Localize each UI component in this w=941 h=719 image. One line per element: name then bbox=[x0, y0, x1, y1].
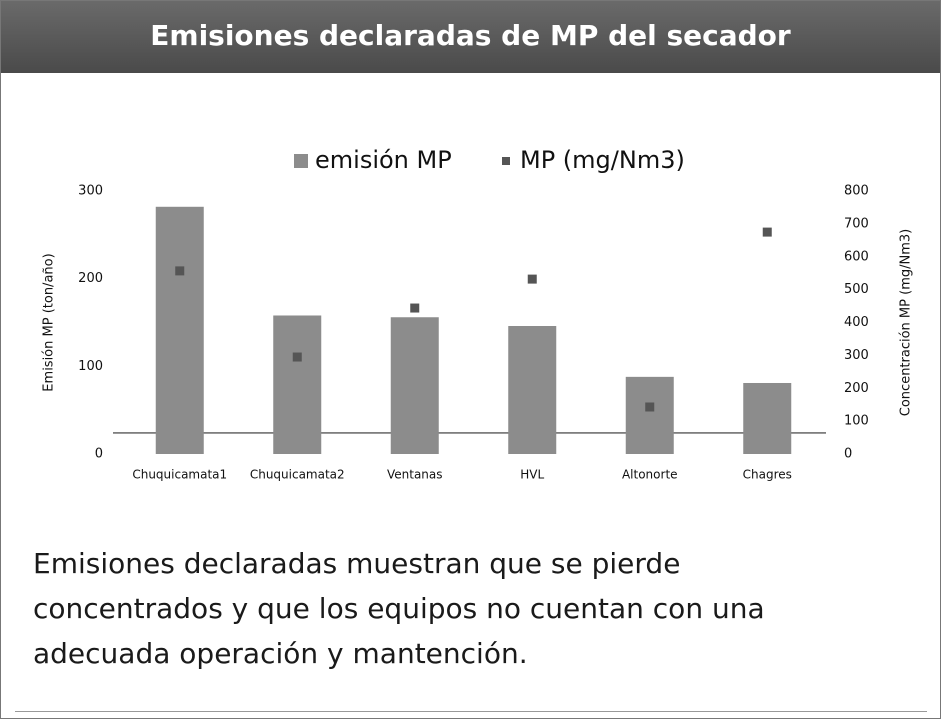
y2-tick-label: 800 bbox=[844, 184, 869, 199]
y-tick-label: 0 bbox=[95, 447, 103, 462]
legend-swatch bbox=[294, 154, 308, 168]
bar bbox=[390, 317, 439, 454]
marker bbox=[645, 402, 655, 412]
x-tick-label: Ventanas bbox=[387, 468, 443, 482]
legend-swatch bbox=[502, 157, 510, 165]
legend-label: emisión MP bbox=[315, 146, 452, 174]
bar bbox=[155, 206, 204, 454]
y2-axis-label: Concentración MP (mg/Nm3) bbox=[899, 229, 914, 416]
x-tick-label: Altonorte bbox=[622, 468, 678, 482]
bar bbox=[625, 376, 674, 454]
y2-tick-label: 300 bbox=[844, 348, 869, 363]
marker bbox=[175, 266, 185, 276]
body-text: Emisiones declaradas muestran que se pie… bbox=[33, 547, 765, 670]
y2-tick-label: 0 bbox=[844, 447, 852, 462]
x-tick-label: Chagres bbox=[743, 468, 792, 482]
legend-label: MP (mg/Nm3) bbox=[520, 146, 685, 174]
bar bbox=[508, 326, 557, 454]
y-tick-label: 100 bbox=[78, 359, 103, 374]
marker bbox=[292, 352, 302, 362]
y2-tick-label: 200 bbox=[844, 381, 869, 396]
bar bbox=[743, 382, 792, 454]
slide-title: Emisiones declaradas de MP del secador bbox=[1, 1, 940, 73]
rule bbox=[15, 711, 927, 712]
y2-tick-label: 400 bbox=[844, 315, 869, 330]
y-tick-label: 300 bbox=[78, 184, 103, 199]
x-tick-label: Chuquicamata2 bbox=[250, 468, 345, 482]
x-tick-label: Chuquicamata1 bbox=[132, 468, 227, 482]
y2-tick-label: 500 bbox=[844, 282, 869, 297]
y-axis-label: Emisión MP (ton/año) bbox=[42, 253, 57, 391]
bar bbox=[273, 315, 322, 454]
marker bbox=[527, 274, 537, 284]
y2-tick-label: 100 bbox=[844, 414, 869, 429]
x-tick-label: HVL bbox=[520, 468, 544, 482]
y2-tick-label: 700 bbox=[844, 216, 869, 231]
marker bbox=[762, 227, 772, 237]
y-tick-label: 200 bbox=[78, 271, 103, 286]
chart: 0 100 200 300 0 100 200 300 400 500 600 700 800 Emisi… bbox=[42, 146, 914, 482]
marker bbox=[410, 303, 420, 313]
y2-tick-label: 600 bbox=[844, 249, 869, 264]
